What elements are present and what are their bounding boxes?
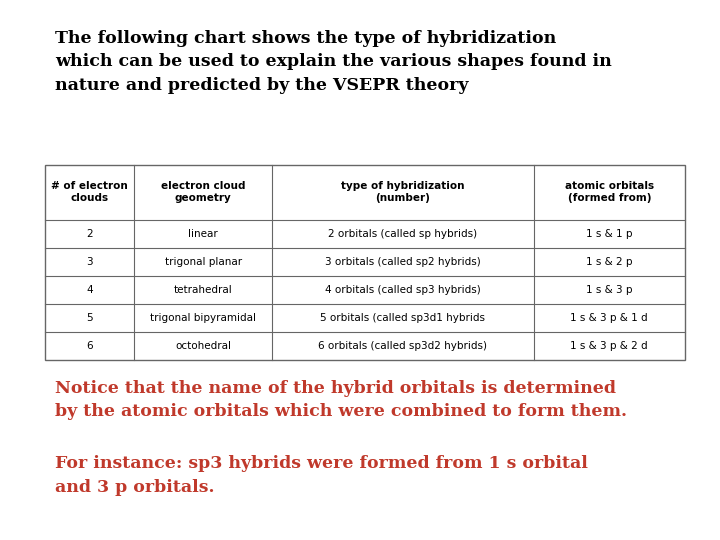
Text: 5 orbitals (called sp3d1 hybrids: 5 orbitals (called sp3d1 hybrids (320, 313, 485, 323)
Text: # of electron
clouds: # of electron clouds (51, 181, 128, 203)
Text: 2 orbitals (called sp hybrids): 2 orbitals (called sp hybrids) (328, 228, 477, 239)
Text: trigonal bipyramidal: trigonal bipyramidal (150, 313, 256, 323)
Text: electron cloud
geometry: electron cloud geometry (161, 181, 246, 203)
Text: 2: 2 (86, 228, 93, 239)
Text: tetrahedral: tetrahedral (174, 285, 233, 295)
Text: 6: 6 (86, 341, 93, 351)
Text: atomic orbitals
(formed from): atomic orbitals (formed from) (564, 181, 654, 203)
Text: 3: 3 (86, 256, 93, 267)
Text: Notice that the name of the hybrid orbitals is determined
by the atomic orbitals: Notice that the name of the hybrid orbit… (55, 380, 627, 421)
Text: The following chart shows the type of hybridization
which can be used to explain: The following chart shows the type of hy… (55, 30, 612, 94)
Text: 3 orbitals (called sp2 hybrids): 3 orbitals (called sp2 hybrids) (325, 256, 481, 267)
Text: octohedral: octohedral (175, 341, 231, 351)
Text: 1 s & 3 p & 2 d: 1 s & 3 p & 2 d (570, 341, 648, 351)
Text: 6 orbitals (called sp3d2 hybrids): 6 orbitals (called sp3d2 hybrids) (318, 341, 487, 351)
Text: For instance: sp3 hybrids were formed from 1 s orbital
and 3 p orbitals.: For instance: sp3 hybrids were formed fr… (55, 455, 588, 496)
Text: 1 s & 3 p & 1 d: 1 s & 3 p & 1 d (570, 313, 648, 323)
Text: 4: 4 (86, 285, 93, 295)
Text: linear: linear (189, 228, 218, 239)
Text: 4 orbitals (called sp3 hybrids): 4 orbitals (called sp3 hybrids) (325, 285, 481, 295)
Text: 5: 5 (86, 313, 93, 323)
Text: 1 s & 1 p: 1 s & 1 p (586, 228, 633, 239)
Text: 1 s & 2 p: 1 s & 2 p (586, 256, 633, 267)
Text: type of hybridization
(number): type of hybridization (number) (341, 181, 464, 203)
Text: trigonal planar: trigonal planar (165, 256, 242, 267)
Text: 1 s & 3 p: 1 s & 3 p (586, 285, 633, 295)
